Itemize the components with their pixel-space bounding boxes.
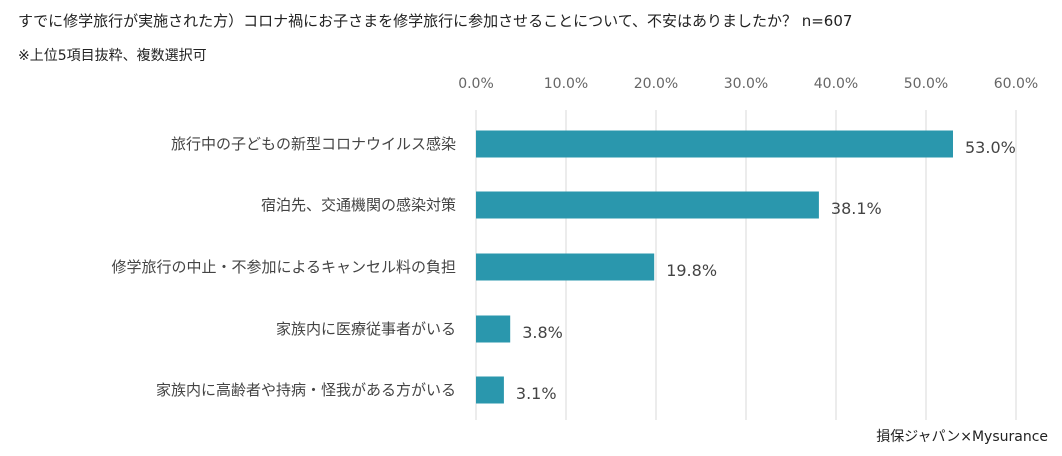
x-tick-label: 20.0% — [634, 76, 678, 92]
x-tick-label: 50.0% — [904, 76, 948, 92]
x-tick-label: 60.0% — [994, 76, 1038, 92]
category-label: 家族内に高齢者や持病・怪我がある方がいる — [156, 381, 456, 399]
category-label: 家族内に医療従事者がいる — [276, 320, 456, 338]
x-tick-label: 10.0% — [544, 76, 588, 92]
data-label: 53.0% — [965, 138, 1016, 157]
source-credit: 損保ジャパン×Mysurance — [876, 429, 1048, 445]
x-tick-label: 30.0% — [724, 76, 768, 92]
data-label: 3.8% — [522, 323, 563, 342]
category-label: 宿泊先、交通機関の感染対策 — [261, 196, 456, 214]
chart-subtitle: ※上位5項目抜粋、複数選択可 — [18, 48, 207, 64]
bar — [476, 253, 655, 281]
data-label: 19.8% — [666, 261, 717, 280]
data-label: 3.1% — [516, 384, 557, 403]
bar — [476, 376, 504, 404]
x-tick-label: 40.0% — [814, 76, 858, 92]
x-tick-label: 0.0% — [458, 76, 494, 92]
bar — [476, 191, 819, 219]
category-label: 旅行中の子どもの新型コロナウイルス感染 — [171, 135, 456, 153]
bar — [476, 315, 511, 343]
bar — [476, 130, 953, 158]
data-label: 38.1% — [831, 199, 882, 218]
category-label: 修学旅行の中止・不参加によるキャンセル料の負担 — [111, 258, 456, 276]
chart-title: すでに修学旅行が実施された方）コロナ禍にお子さまを修学旅行に参加させることについ… — [18, 12, 853, 30]
